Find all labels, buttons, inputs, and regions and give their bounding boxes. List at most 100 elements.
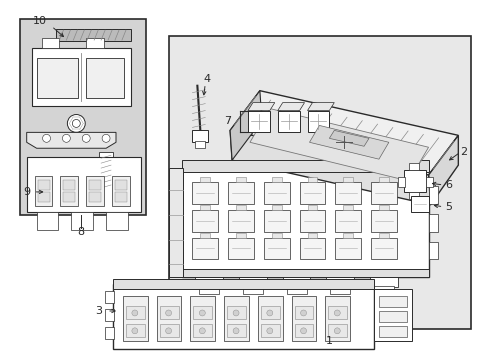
Bar xyxy=(307,233,317,238)
Bar xyxy=(175,173,183,185)
Bar xyxy=(378,311,406,322)
Bar xyxy=(236,205,245,210)
Bar xyxy=(63,192,75,202)
Polygon shape xyxy=(307,103,334,111)
Bar xyxy=(236,177,245,182)
Bar xyxy=(307,205,317,210)
Bar xyxy=(32,48,131,105)
Bar xyxy=(378,326,406,337)
Text: 5: 5 xyxy=(444,202,451,212)
Bar xyxy=(294,324,313,337)
Circle shape xyxy=(132,310,138,316)
Bar xyxy=(86,38,104,48)
Bar xyxy=(193,306,212,319)
Bar xyxy=(41,38,60,48)
Bar xyxy=(299,210,325,231)
Bar xyxy=(112,176,130,206)
Bar xyxy=(122,296,147,341)
Circle shape xyxy=(233,310,239,316)
Bar xyxy=(113,279,373,289)
Text: 3: 3 xyxy=(96,306,102,316)
Polygon shape xyxy=(277,103,304,111)
Circle shape xyxy=(102,134,110,142)
Bar xyxy=(370,238,396,260)
Bar xyxy=(271,205,281,210)
Polygon shape xyxy=(27,132,116,148)
Bar xyxy=(105,327,114,339)
Bar xyxy=(192,238,218,260)
Bar xyxy=(260,324,279,337)
Bar xyxy=(168,168,183,277)
Bar xyxy=(343,177,352,182)
Circle shape xyxy=(67,114,85,132)
Bar xyxy=(199,286,219,294)
Bar xyxy=(410,196,427,212)
Circle shape xyxy=(334,310,340,316)
Bar xyxy=(327,324,346,337)
Bar xyxy=(228,210,253,231)
Bar xyxy=(226,306,245,319)
Bar xyxy=(271,233,281,238)
Bar xyxy=(27,157,141,212)
Bar xyxy=(175,193,183,205)
Bar xyxy=(408,163,418,170)
Bar xyxy=(105,309,114,321)
Bar xyxy=(282,275,310,287)
Text: 10: 10 xyxy=(33,16,46,26)
Circle shape xyxy=(334,328,340,334)
Bar xyxy=(343,205,352,210)
Bar xyxy=(425,177,432,187)
Bar xyxy=(175,252,183,264)
Bar xyxy=(200,177,210,182)
Bar xyxy=(299,182,325,204)
Circle shape xyxy=(300,310,306,316)
Circle shape xyxy=(199,310,205,316)
Text: 2: 2 xyxy=(459,147,466,157)
Bar xyxy=(37,212,59,230)
Text: 7: 7 xyxy=(224,116,231,126)
Bar xyxy=(325,275,353,287)
Bar xyxy=(286,286,306,294)
Bar xyxy=(403,170,425,192)
Bar xyxy=(243,286,263,294)
Bar xyxy=(106,212,128,230)
Bar xyxy=(175,213,183,225)
Bar xyxy=(427,242,438,260)
Bar xyxy=(373,289,411,341)
Circle shape xyxy=(199,328,205,334)
Bar xyxy=(427,214,438,231)
Bar xyxy=(115,192,127,202)
Circle shape xyxy=(165,328,171,334)
Text: 4: 4 xyxy=(203,74,210,84)
Bar xyxy=(325,296,349,341)
Bar xyxy=(271,177,281,182)
Bar xyxy=(20,19,145,215)
Bar xyxy=(113,284,373,349)
Bar xyxy=(156,296,181,341)
Circle shape xyxy=(42,134,50,142)
Bar xyxy=(397,177,404,187)
Bar xyxy=(38,192,49,202)
Bar xyxy=(264,182,289,204)
Bar xyxy=(195,275,223,287)
Bar xyxy=(327,306,346,319)
Bar xyxy=(307,111,328,132)
Bar xyxy=(193,324,212,337)
Bar xyxy=(247,111,269,132)
Bar xyxy=(160,306,178,319)
Bar xyxy=(378,233,388,238)
Bar xyxy=(335,238,360,260)
Bar xyxy=(343,233,352,238)
Bar xyxy=(168,36,470,329)
Bar xyxy=(182,160,427,172)
Bar xyxy=(192,130,208,142)
Circle shape xyxy=(165,310,171,316)
Text: 8: 8 xyxy=(78,226,84,237)
Bar xyxy=(86,58,123,98)
Text: 6: 6 xyxy=(444,180,451,190)
Bar xyxy=(200,233,210,238)
Bar xyxy=(373,286,393,294)
Bar xyxy=(63,180,75,190)
Polygon shape xyxy=(249,109,427,181)
Bar xyxy=(126,324,144,337)
